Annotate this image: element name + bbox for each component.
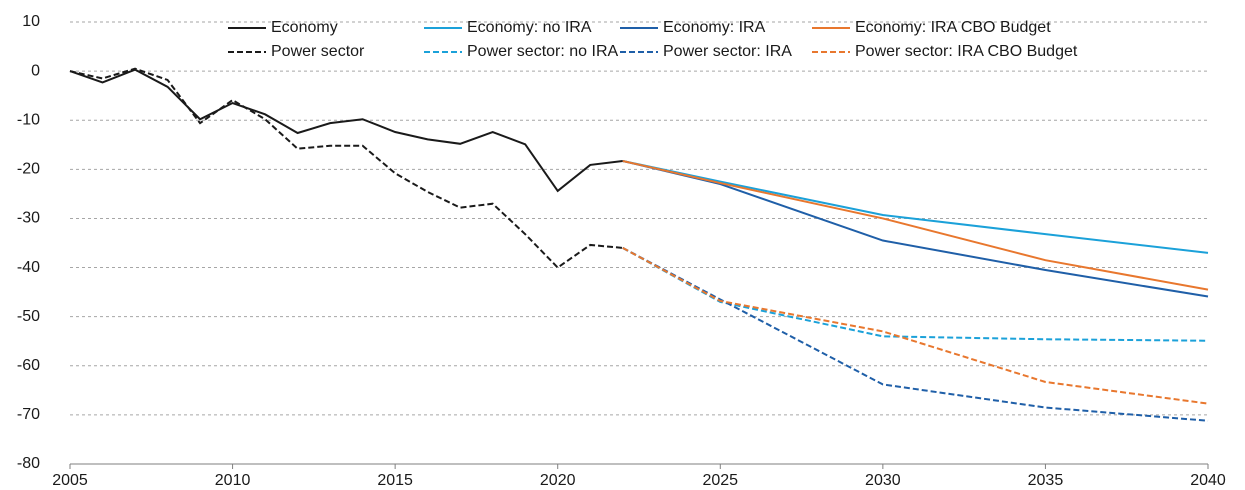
legend-label: Economy: IRA CBO Budget: [855, 19, 1051, 36]
x-tick-label: 2040: [1190, 472, 1226, 489]
legend-label: Economy: IRA: [663, 19, 766, 36]
series-line: [69, 67, 623, 269]
series-line: [622, 247, 1209, 405]
x-tick-label: 2035: [1028, 472, 1064, 489]
series-line: [69, 68, 623, 193]
y-tick-label: -50: [17, 308, 40, 325]
x-tick-label: 2010: [215, 472, 251, 489]
y-tick-label: -60: [17, 357, 40, 374]
x-tick-label: 2030: [865, 472, 901, 489]
legend-label: Economy: no IRA: [467, 19, 592, 36]
y-tick-label: -40: [17, 259, 40, 276]
legend-label: Power sector: [271, 43, 365, 60]
legend-label: Power sector: no IRA: [467, 43, 619, 60]
x-tick-label: 2025: [702, 472, 738, 489]
legend-label: Power sector: IRA CBO Budget: [855, 43, 1078, 60]
x-tick-label: 2020: [540, 472, 576, 489]
series-line: [622, 160, 1209, 291]
y-tick-label: -30: [17, 210, 40, 227]
x-tick-label: 2005: [52, 472, 88, 489]
y-tick-label: 10: [22, 13, 40, 30]
y-tick-label: -80: [17, 455, 40, 472]
legend-label: Power sector: IRA: [663, 43, 792, 60]
y-tick-label: -10: [17, 111, 40, 128]
y-tick-label: 0: [31, 62, 40, 79]
series-line: [622, 160, 1209, 254]
y-tick-label: -70: [17, 406, 40, 423]
y-tick-label: -20: [17, 161, 40, 178]
x-tick-label: 2015: [377, 472, 413, 489]
legend-label: Economy: [271, 19, 338, 36]
